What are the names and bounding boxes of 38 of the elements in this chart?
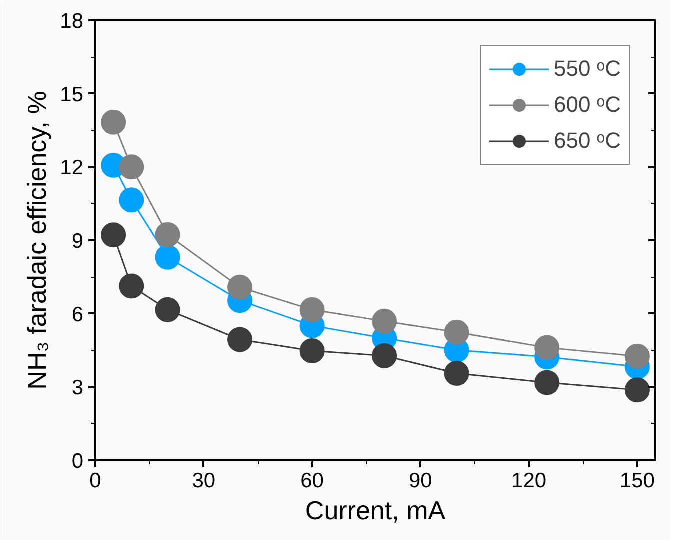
point <box>155 222 180 248</box>
point <box>119 188 144 213</box>
y-tick-label: 12 <box>60 156 84 180</box>
x-tick-label: 0 <box>90 470 102 492</box>
legend-label: 600 ᵒC <box>554 92 621 118</box>
point <box>624 344 650 369</box>
y-tick-label: 9 <box>72 230 84 253</box>
y-tick-label: 3 <box>72 376 84 400</box>
point <box>444 320 470 345</box>
y-tick-label: 15 <box>60 83 84 106</box>
point <box>372 308 398 334</box>
point <box>444 361 470 386</box>
x-tick-label: 60 <box>300 470 324 492</box>
y-tick-label: 6 <box>72 303 84 326</box>
x-axis-title: Current, mA <box>305 496 446 526</box>
legend-label: 650 ᵒC <box>554 128 621 154</box>
point <box>101 110 126 135</box>
y-axis-title: NH₃ faradaic efficiency, % <box>22 91 52 390</box>
point <box>534 335 560 360</box>
x-tick-label: 30 <box>192 470 216 492</box>
point <box>155 297 180 322</box>
y-tick-label: 0 <box>72 450 84 473</box>
point <box>372 343 398 368</box>
x-tick-label: 150 <box>620 470 655 492</box>
point <box>300 338 325 364</box>
point <box>101 222 126 248</box>
point <box>119 274 144 299</box>
x-tick-label: 120 <box>512 470 547 492</box>
y-tick-label: 18 <box>60 10 84 33</box>
point <box>624 378 650 403</box>
legend-label: 550 ᵒC <box>554 56 621 82</box>
x-tick-label: 90 <box>408 470 432 492</box>
point <box>155 244 180 270</box>
point <box>119 154 144 180</box>
point <box>228 327 253 352</box>
point <box>228 274 253 300</box>
point <box>534 370 560 396</box>
point <box>300 297 325 322</box>
